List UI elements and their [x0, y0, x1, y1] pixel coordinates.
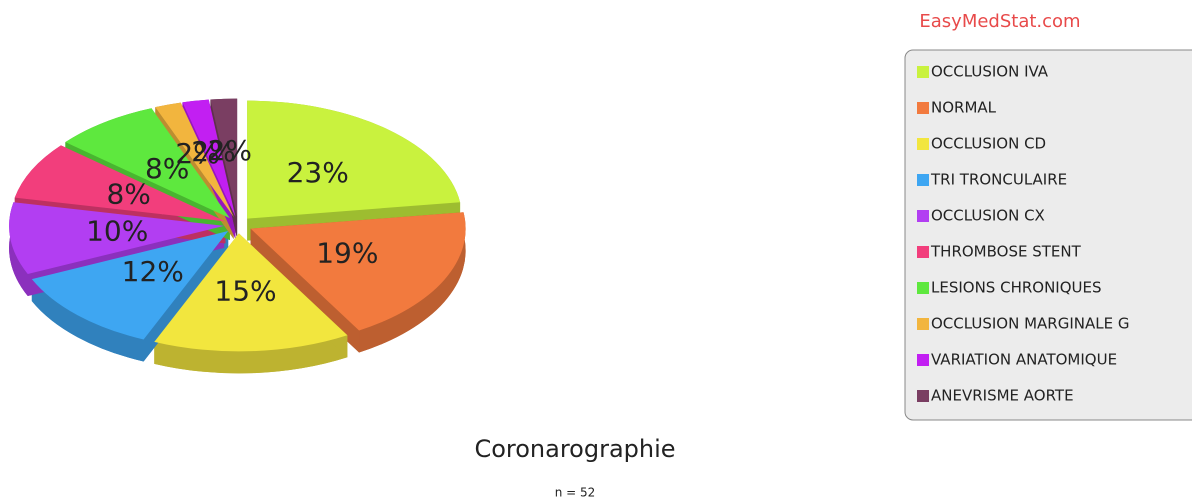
legend-label: ANEVRISME AORTE — [931, 387, 1074, 405]
data-label: 10% — [86, 214, 148, 247]
slice — [247, 100, 461, 219]
chart-subtitle: n = 52 — [555, 486, 596, 500]
slice — [182, 99, 236, 217]
data-label: 12% — [122, 255, 184, 288]
slice — [250, 212, 466, 331]
legend-label: OCCLUSION CD — [931, 135, 1046, 153]
legend-box — [904, 49, 1192, 421]
legend-swatch — [917, 210, 929, 222]
data-label: 8% — [106, 178, 150, 211]
slice — [65, 108, 230, 219]
slice-side — [9, 202, 28, 297]
legend-swatch — [917, 102, 929, 114]
slice — [154, 233, 348, 352]
data-label: 8% — [145, 152, 189, 185]
chart-title: Coronarographie — [474, 435, 675, 463]
slice — [210, 98, 238, 217]
data-label: 23% — [287, 156, 349, 189]
legend-swatch — [917, 354, 929, 366]
legend-label: TRI TRONCULAIRE — [930, 171, 1067, 189]
legend-swatch — [917, 318, 929, 330]
legend-label: NORMAL — [931, 99, 997, 117]
legend-label: OCCLUSION MARGINALE G — [931, 315, 1129, 333]
slice-side — [31, 279, 144, 362]
legend-swatch — [917, 174, 929, 186]
slice — [14, 145, 226, 222]
legend-label: VARIATION ANATOMIQUE — [931, 351, 1117, 369]
legend-label: THROMBOSE STENT — [930, 243, 1082, 261]
legend-label: OCCLUSION CX — [931, 207, 1045, 225]
slice — [31, 230, 229, 340]
data-label: 19% — [316, 236, 378, 269]
legend-swatch — [917, 246, 929, 258]
legend-swatch — [917, 282, 929, 294]
slice — [155, 102, 234, 218]
data-label: 2% — [191, 135, 235, 168]
watermark: EasyMedStat.com — [919, 11, 1080, 32]
legend-swatch — [917, 66, 929, 78]
data-label: 2% — [175, 137, 219, 170]
slice — [9, 202, 225, 275]
legend-swatch — [917, 138, 929, 150]
legend-label: OCCLUSION IVA — [931, 63, 1049, 81]
legend-swatch — [917, 390, 929, 402]
legend-label: LESIONS CHRONIQUES — [931, 279, 1102, 297]
data-label: 2% — [208, 134, 252, 167]
slice-side — [154, 335, 348, 374]
data-label: 15% — [214, 274, 276, 307]
slice-side — [359, 212, 466, 353]
